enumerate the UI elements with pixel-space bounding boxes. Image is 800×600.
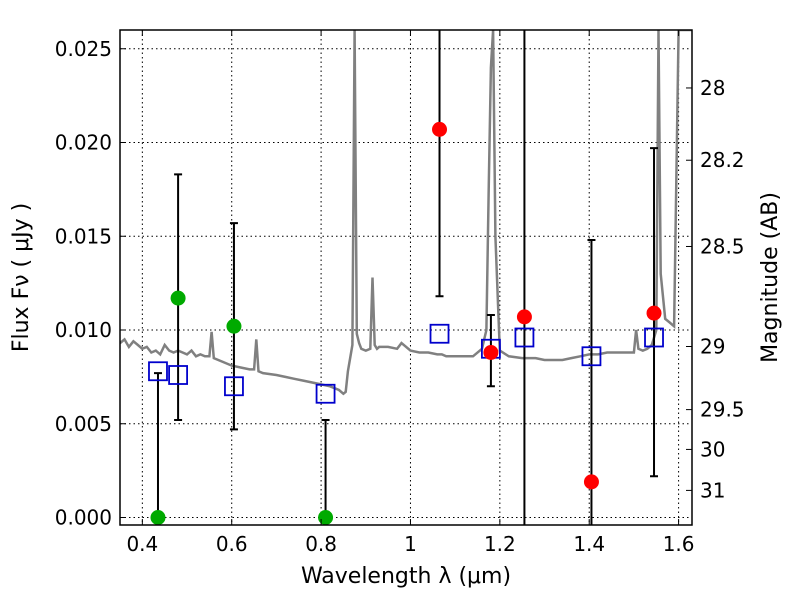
nondetection-marker (170, 290, 186, 306)
y-tick-label: 0.005 (55, 412, 112, 436)
model-photometry-marker (224, 376, 244, 397)
y-tick-label: 0.020 (55, 131, 112, 155)
mag-tick-label: 28.2 (700, 148, 745, 172)
model-photometry-marker (315, 383, 336, 404)
nondetection-marker (226, 318, 242, 334)
x-tick-label: 1 (404, 532, 417, 556)
mag-tick-label: 29.5 (700, 398, 745, 422)
mag-tick-label: 28.5 (700, 234, 745, 258)
mag-tick-label: 28 (700, 76, 725, 100)
point-layer (148, 121, 664, 525)
detection-marker (646, 305, 662, 321)
errorbar-layer (153, 30, 659, 525)
x-tick-label: 0.4 (126, 532, 158, 556)
axes-layer: 0.4 0.6 0.8 1 1.2 1.4 1.6 0.000 0.005 0.010 0.015 0… (55, 29, 745, 556)
detection-marker (483, 345, 499, 360)
model-photometry-marker (581, 346, 602, 367)
nondetection-marker (150, 510, 166, 525)
model-photometry-marker (168, 365, 188, 385)
y-tick-label: 0.025 (55, 37, 112, 61)
x-axis-label: Wavelength λ (μm) (301, 564, 511, 589)
mag-tick-label: 31 (700, 478, 725, 502)
y-tick-label: 0.010 (55, 318, 112, 342)
plot-frame (119, 29, 693, 526)
detection-marker (432, 121, 448, 137)
x-tick-label: 0.6 (216, 532, 248, 556)
nondetection-marker (318, 510, 334, 525)
model-photometry-marker (429, 323, 450, 344)
model-photometry-marker (514, 327, 535, 348)
model-photometry-marker (644, 327, 664, 348)
y-tick-label: 0.000 (55, 506, 112, 530)
x-tick-label: 0.8 (305, 532, 337, 556)
model-photometry-marker (148, 361, 168, 382)
x-tick-label: 1.6 (663, 532, 695, 556)
spectrum-layer (120, 30, 692, 396)
y-tick-label: 0.015 (55, 224, 112, 248)
mag-tick-label: 30 (700, 437, 725, 461)
y-axis-label: Flux Fν ( μJy ) (9, 203, 34, 352)
x-tick-label: 1.2 (484, 532, 516, 556)
x-tick-label: 1.4 (573, 532, 605, 556)
grid-lines (120, 30, 692, 525)
mag-tick-label: 29 (700, 334, 725, 358)
detection-marker (583, 474, 599, 490)
detection-marker (516, 309, 532, 325)
spectrum-line (120, 30, 692, 396)
y2-axis-label: Magnitude (AB) (758, 192, 783, 363)
